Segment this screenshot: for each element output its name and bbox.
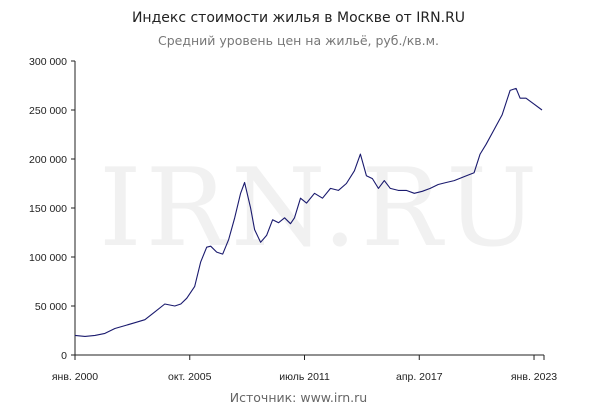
y-tick-label: 300 000 xyxy=(29,56,67,68)
y-tick-label: 50 000 xyxy=(35,301,67,313)
chart-title: Индекс стоимости жилья в Москве от IRN.R… xyxy=(131,10,466,26)
x-tick-label: июль 2011 xyxy=(279,371,330,383)
y-tick-label: 100 000 xyxy=(29,252,67,264)
x-tick-label: янв. 2000 xyxy=(52,371,98,383)
y-tick-label: 150 000 xyxy=(29,203,67,215)
source-caption: Источник: www.irn.ru xyxy=(229,390,368,405)
y-tick-label: 250 000 xyxy=(29,105,67,117)
x-tick-label: янв. 2023 xyxy=(511,371,557,383)
x-tick-label: окт. 2005 xyxy=(168,371,212,383)
chart-subtitle: Средний уровень цен на жильё, руб./кв.м. xyxy=(158,33,439,48)
y-tick-label: 0 xyxy=(61,350,67,362)
x-tick-label: апр. 2017 xyxy=(396,371,443,383)
price-index-line xyxy=(74,87,543,337)
watermark-text: IRN.RU xyxy=(99,146,542,271)
y-tick-label: 200 000 xyxy=(29,154,67,166)
